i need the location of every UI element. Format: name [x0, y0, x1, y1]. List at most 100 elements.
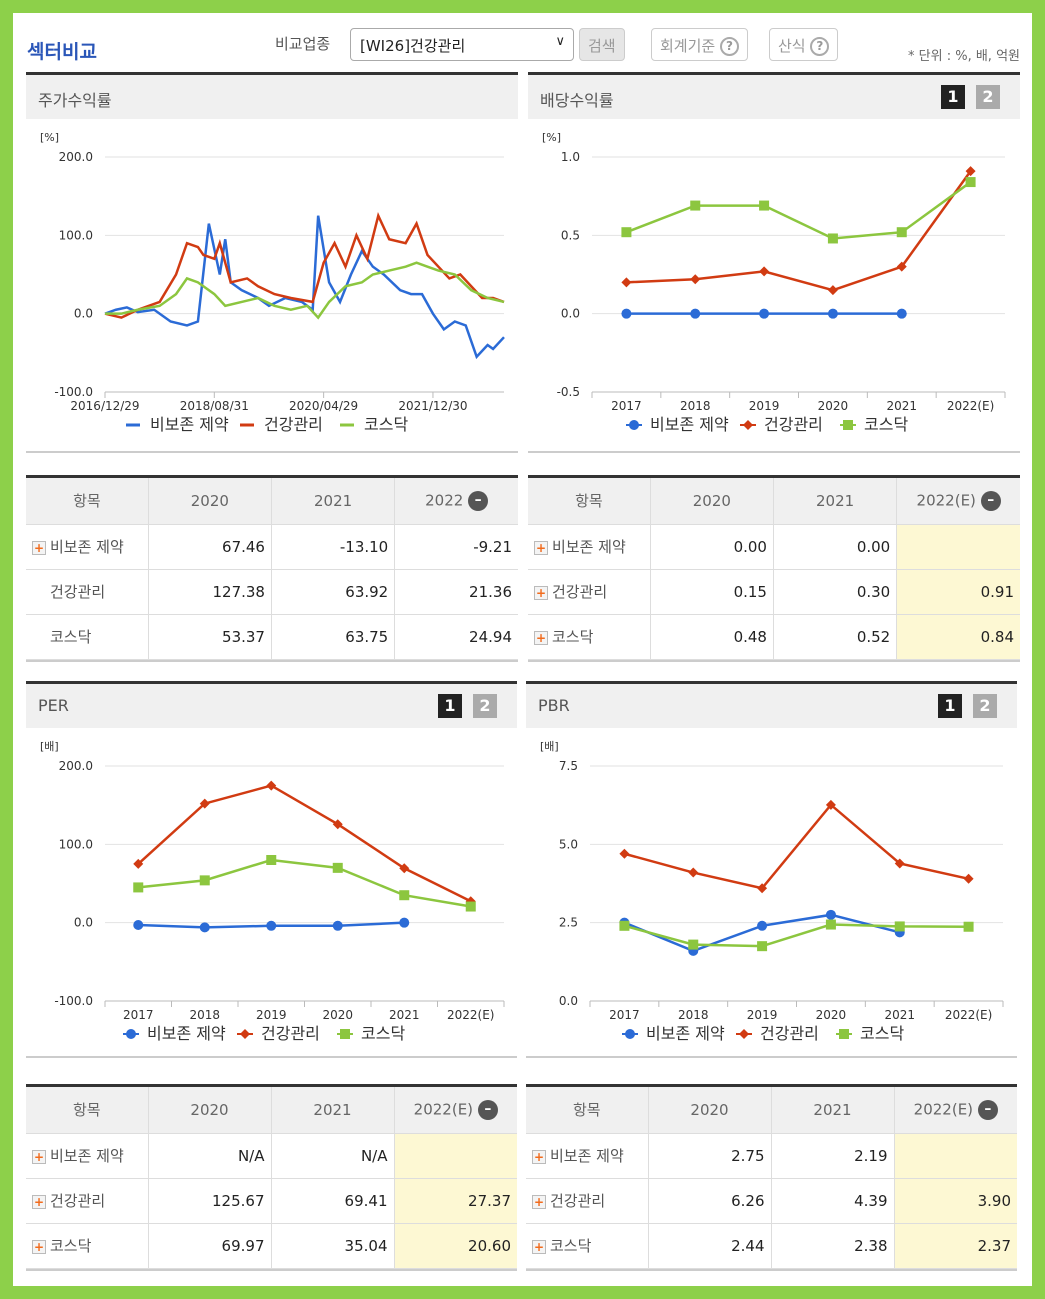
- x-tick-label: 2017: [611, 399, 642, 413]
- page-1-button[interactable]: 1: [438, 694, 462, 718]
- cell-value: 2.38: [771, 1223, 895, 1269]
- formula-button[interactable]: 산식 ?: [769, 28, 839, 61]
- cell-value: 63.75: [271, 614, 396, 660]
- data-point: [827, 285, 838, 296]
- expand-icon[interactable]: +: [32, 1194, 46, 1209]
- expand-icon[interactable]: +: [32, 1149, 46, 1164]
- collapse-icon[interactable]: –: [977, 1099, 998, 1120]
- data-point: [757, 920, 768, 931]
- expand-icon[interactable]: +: [534, 540, 548, 555]
- cell-value: 69.97: [148, 1223, 272, 1269]
- column-header-text: 2022(E): [413, 1100, 474, 1119]
- data-point: [896, 308, 907, 319]
- per-table: 항목 2020 2021 2022(E) – + 비보존 제약 N/A N/A + 건강관리 125…: [26, 1084, 517, 1271]
- column-header-text: 2020: [190, 1100, 229, 1119]
- page-1-button[interactable]: 1: [941, 85, 965, 109]
- expand-icon[interactable]: +: [534, 630, 548, 645]
- row-name: 코스닥: [50, 628, 92, 646]
- legend-label: 비보존 제약: [150, 415, 229, 434]
- cell-value: 0.84: [896, 614, 1020, 660]
- x-tick-label: 2020: [816, 1008, 847, 1022]
- column-header: 항목: [26, 478, 149, 525]
- cell-value: 20.60: [394, 1223, 517, 1269]
- data-point: [896, 261, 907, 272]
- panel-title: 배당수익률 1 2: [528, 75, 1020, 119]
- cell-value: -9.21: [394, 524, 518, 570]
- pbr-table: 항목 2020 2021 2022(E) – + 비보존 제약 2.75 2.19 + 건강관리 6…: [526, 1084, 1017, 1271]
- data-point: [894, 858, 905, 869]
- data-point: [688, 939, 699, 950]
- expand-icon[interactable]: +: [534, 585, 548, 600]
- pbr-chart: [배]7.5 5.0 2.5 0.0 2017 2018 2019 2020 2021 2022(…: [540, 740, 1004, 1043]
- x-tick-label: 2021: [886, 399, 917, 413]
- per-chart: [배]200.0 100.0 0.0 -100.0 2017 2018 2019 2020 20…: [40, 740, 505, 1043]
- sector-compare-widget: 섹터비교 비교업종 [WI26]건강관리 ∨ 검색 회계기준 ? 산식 ? * 단…: [13, 13, 1032, 1286]
- data-point: [757, 883, 768, 894]
- cell-value: 2.75: [648, 1133, 772, 1179]
- column-header-text: 항목: [575, 492, 603, 511]
- series-line: [104, 215, 505, 360]
- x-tick-label: 2019: [256, 1008, 287, 1022]
- accounting-button[interactable]: 회계기준 ?: [651, 28, 748, 61]
- search-button[interactable]: 검색: [579, 28, 625, 61]
- expand-icon[interactable]: +: [32, 1239, 46, 1254]
- data-point: [827, 233, 838, 244]
- chart-panel-pbr: PBR 1 2 [배] 7.5 5.0 2.5 0.0 2017 2018 2019 2020 202…: [526, 681, 1017, 1058]
- data-point: [621, 227, 632, 238]
- data-point: [629, 420, 639, 430]
- cell-value: 27.37: [394, 1178, 517, 1224]
- table-header: 항목 2020 2021 2022(E) –: [528, 478, 1020, 525]
- data-point: [825, 909, 836, 920]
- table-row: + 비보존 제약 67.46 -13.10 -9.21: [26, 524, 518, 570]
- legend-label: 코스닥: [361, 1024, 405, 1043]
- y-tick-label: -100.0: [54, 994, 93, 1008]
- cell-value: 63.92: [271, 569, 396, 615]
- column-header-text: 2020: [190, 491, 229, 510]
- y-tick-label: -0.5: [557, 385, 580, 399]
- page-2-button[interactable]: 2: [973, 694, 997, 718]
- column-header: 2022(E) –: [896, 478, 1020, 525]
- expand-icon[interactable]: +: [532, 1149, 546, 1164]
- table-row: 코스닥 53.37 63.75 24.94: [26, 614, 518, 660]
- collapse-icon[interactable]: –: [468, 490, 489, 511]
- data-point: [340, 1029, 350, 1039]
- column-header-text: 2021: [314, 491, 353, 510]
- series-line: [105, 261, 505, 320]
- legend-label: 코스닥: [860, 1024, 904, 1043]
- collapse-icon[interactable]: –: [477, 1099, 498, 1120]
- data-point: [690, 308, 701, 319]
- panel-title: PBR 1 2: [526, 684, 1017, 728]
- page-2-button[interactable]: 2: [976, 85, 1000, 109]
- column-header-text: 항목: [72, 1101, 101, 1120]
- y-tick-label: -100.0: [54, 385, 93, 399]
- row-name: 건강관리: [552, 583, 608, 601]
- sector-select-value: [WI26]건강관리: [360, 37, 466, 55]
- chevron-down-icon: ∨: [555, 34, 565, 49]
- collapse-icon[interactable]: –: [980, 490, 1001, 511]
- data-point: [199, 798, 210, 809]
- data-point: [743, 420, 753, 430]
- page-1-button[interactable]: 1: [938, 694, 962, 718]
- data-point: [332, 862, 343, 873]
- table-row: + 코스닥 0.48 0.52 0.84: [528, 614, 1020, 660]
- table-row: + 비보존 제약 2.75 2.19: [526, 1133, 1017, 1179]
- expand-icon[interactable]: +: [32, 540, 46, 555]
- table-row: + 건강관리 6.26 4.39 3.90: [526, 1178, 1017, 1224]
- row-name: 비보존 제약: [550, 1147, 624, 1165]
- row-label: + 비보존 제약: [526, 1133, 649, 1179]
- cell-value: 0.52: [773, 614, 898, 660]
- x-tick-label: 2016/12/29: [70, 399, 139, 413]
- cell-value: N/A: [148, 1133, 272, 1179]
- expand-icon[interactable]: +: [532, 1194, 546, 1209]
- column-header: 2022(E) –: [894, 1087, 1017, 1134]
- sector-select[interactable]: [WI26]건강관리 ∨: [350, 28, 574, 61]
- data-point: [399, 917, 410, 928]
- page-2-button[interactable]: 2: [473, 694, 497, 718]
- table-header: 항목 2020 2021 2022(E) –: [26, 1087, 517, 1134]
- table-row: + 코스닥 69.97 35.04 20.60: [26, 1223, 517, 1269]
- series-line: [104, 212, 505, 319]
- row-name: 건강관리: [550, 1192, 606, 1210]
- data-point: [266, 920, 277, 931]
- expand-icon[interactable]: +: [532, 1239, 546, 1254]
